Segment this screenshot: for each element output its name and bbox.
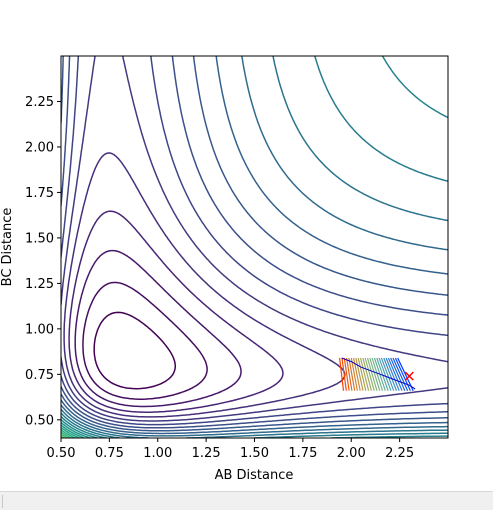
y-tick-label: 1.25 <box>25 277 54 292</box>
x-tick-label: 0.75 <box>95 446 124 461</box>
y-axis-label: BC Distance <box>0 208 15 287</box>
status-bar <box>0 491 493 510</box>
status-bar-grip <box>2 495 3 508</box>
y-tick-label: 2.00 <box>25 140 54 155</box>
y-axis-ticks: 0.50 0.75 1.00 1.25 1.50 1.75 2.00 2.25 <box>25 95 61 428</box>
y-tick-label: 1.75 <box>25 186 54 201</box>
y-tick-label: 1.50 <box>25 231 54 246</box>
x-tick-label: 0.50 <box>47 446 76 461</box>
x-tick-label: 2.00 <box>337 446 366 461</box>
x-tick-label: 1.25 <box>192 446 221 461</box>
x-tick-label: 1.50 <box>240 446 269 461</box>
x-tick-label: 1.75 <box>288 446 317 461</box>
y-tick-label: 2.25 <box>25 95 54 110</box>
contour-figure: 0.50 0.75 1.00 1.25 1.50 1.75 2.00 2.25 0.50 0.7… <box>0 0 493 491</box>
x-axis-label: AB Distance <box>215 468 294 483</box>
y-tick-label: 0.75 <box>25 368 54 383</box>
x-tick-label: 2.25 <box>385 446 414 461</box>
x-tick-label: 1.00 <box>143 446 172 461</box>
x-axis-ticks: 0.50 0.75 1.00 1.25 1.50 1.75 2.00 2.25 <box>47 438 415 461</box>
y-tick-label: 0.50 <box>25 413 54 428</box>
y-tick-label: 1.00 <box>25 322 54 337</box>
